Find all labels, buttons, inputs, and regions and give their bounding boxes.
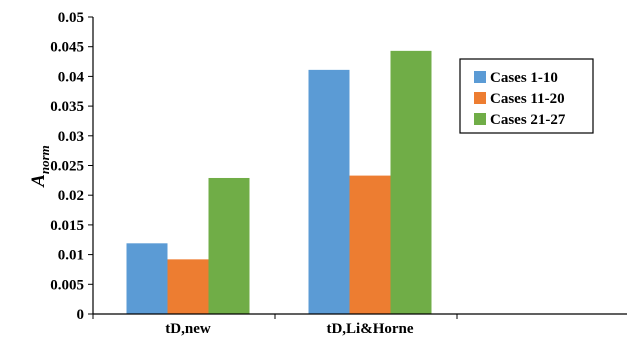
legend-label: Cases 11-20 bbox=[490, 91, 565, 107]
y-axis-title-main: A bbox=[28, 174, 49, 188]
y-tick-label: 0.03 bbox=[58, 129, 84, 145]
y-tick-label: 0.045 bbox=[50, 40, 84, 56]
x-axis-labels: tD,new tD,Li&Horne bbox=[165, 321, 414, 337]
y-tick-label: 0.05 bbox=[58, 10, 84, 26]
bar-cases-21-27-0 bbox=[208, 177, 250, 314]
bar-cases-11-20-0 bbox=[167, 259, 209, 314]
y-tick-label: 0.04 bbox=[58, 69, 85, 85]
legend-swatch bbox=[474, 92, 486, 104]
y-tick-label: 0.01 bbox=[58, 248, 84, 264]
x-category-label: tD,Li&Horne bbox=[326, 321, 413, 337]
bars-group bbox=[126, 50, 432, 314]
legend-swatch bbox=[474, 113, 486, 125]
y-axis-label: Anorm bbox=[28, 145, 52, 188]
y-tick-label: 0 bbox=[77, 307, 85, 323]
bar-cases-1-10-1 bbox=[308, 69, 350, 314]
axes bbox=[92, 17, 627, 319]
bar-cases-21-27-1 bbox=[390, 50, 432, 314]
legend-label: Cases 1-10 bbox=[490, 70, 558, 86]
y-axis-title: Anorm bbox=[28, 145, 52, 188]
bar-cases-1-10-0 bbox=[126, 243, 168, 314]
legend-label: Cases 21-27 bbox=[490, 112, 566, 128]
y-tick-label: 0.035 bbox=[50, 99, 84, 115]
y-tick-label: 0.025 bbox=[50, 159, 84, 175]
y-axis-title-subscript: norm bbox=[37, 145, 52, 174]
y-tick-label: 0.015 bbox=[50, 218, 84, 234]
x-category-label: tD,new bbox=[165, 321, 211, 337]
y-tick-label: 0.02 bbox=[58, 188, 84, 204]
legend-swatch bbox=[474, 71, 486, 83]
y-tick-label: 0.005 bbox=[50, 277, 84, 293]
legend: Cases 1-10 Cases 11-20 Cases 21-27 bbox=[459, 58, 594, 134]
y-axis-ticks: 0 0.005 0.01 0.015 0.02 0.025 0.03 0.035 0.04 0.0… bbox=[50, 10, 93, 323]
bar-cases-11-20-1 bbox=[349, 175, 391, 314]
